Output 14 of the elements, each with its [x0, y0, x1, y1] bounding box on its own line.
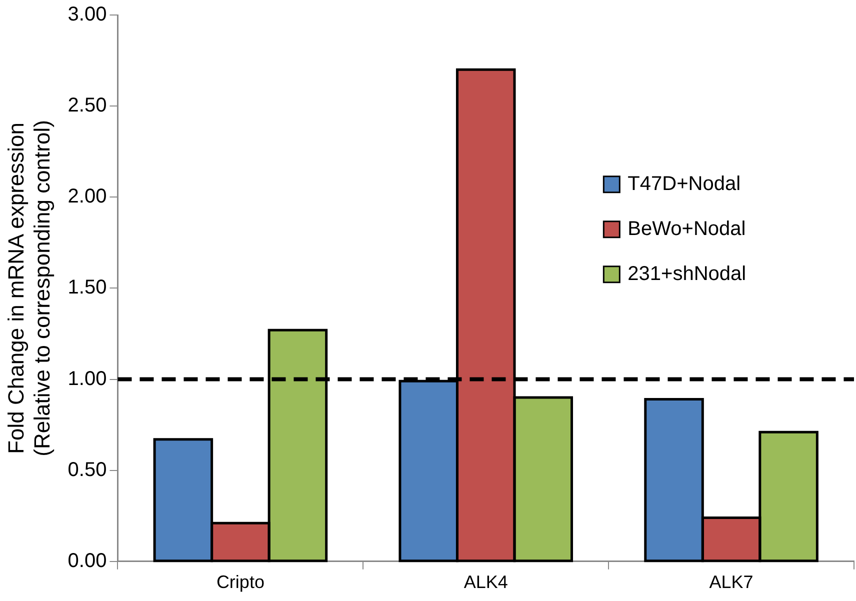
y-tick-label: 0.50 — [68, 458, 107, 481]
y-tick-label: 1.00 — [68, 368, 107, 390]
x-tick-label: Cripto — [216, 572, 264, 592]
legend-label: 231+shNodal — [628, 262, 746, 285]
y-tick-label: 2.00 — [68, 186, 107, 208]
x-tick-label: ALK4 — [464, 572, 508, 592]
y-tick-label: 1.50 — [68, 276, 107, 299]
legend-label: T47D+Nodal — [628, 172, 741, 195]
x-tick-label: ALK7 — [709, 572, 754, 592]
y-tick-label: 3.00 — [68, 4, 107, 26]
y-tick-label: 2.50 — [68, 94, 107, 117]
y-tick-label: 0.00 — [68, 550, 107, 572]
legend-label: BeWo+Nodal — [628, 218, 746, 240]
y-axis-title: Fold Change in mRNA expression (Relative to corresponding control) — [3, 120, 55, 456]
